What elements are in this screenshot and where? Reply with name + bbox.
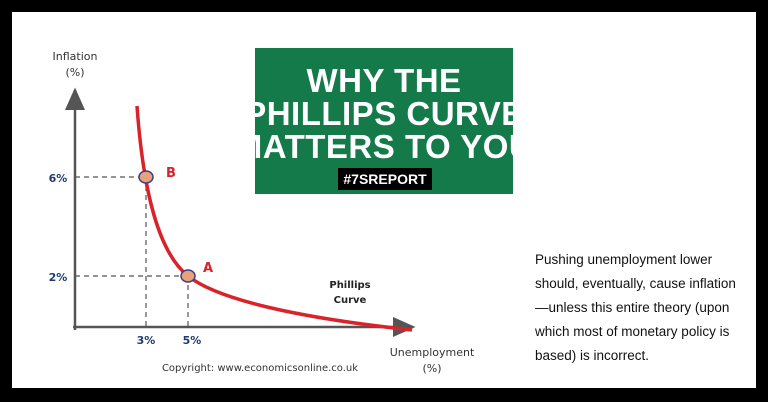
caption-line: Pushing unemployment lower [535, 252, 713, 267]
caption-line: based) is incorrect. [535, 348, 650, 363]
banner-line: MATTERS TO YOU [235, 128, 534, 165]
caption-line: —unless this entire theory (upon [535, 300, 730, 315]
banner-line: PHILLIPS CURVE [244, 95, 524, 132]
tag-box [338, 168, 432, 190]
curve-label: Curve [334, 295, 367, 306]
curve-label: Phillips [329, 280, 370, 291]
point-label: A [203, 261, 213, 276]
caption: Pushing unemployment lower should, event… [535, 248, 765, 368]
x-axis-label: Unemployment [390, 346, 475, 359]
x-axis-unit: (%) [422, 362, 441, 375]
x-tick-label: 5% [183, 334, 202, 347]
point-label: B [166, 166, 176, 181]
point-a [180, 269, 196, 283]
x-tick-label: 3% [137, 334, 156, 347]
banner-line: WHY THE [306, 62, 461, 99]
copyright: Copyright: www.economicsonline.co.uk [162, 363, 358, 374]
point-b [138, 170, 154, 184]
y-tick-label: 6% [49, 172, 68, 185]
y-axis-label: Inflation [53, 50, 98, 63]
y-tick-label: 2% [49, 271, 68, 284]
caption-line: should, eventually, cause inflation [535, 276, 736, 291]
y-axis-unit: (%) [65, 66, 84, 79]
tag: #7SREPORT [343, 171, 427, 187]
caption-line: which most of monetary policy is [535, 324, 730, 339]
guide-lines [75, 176, 189, 327]
